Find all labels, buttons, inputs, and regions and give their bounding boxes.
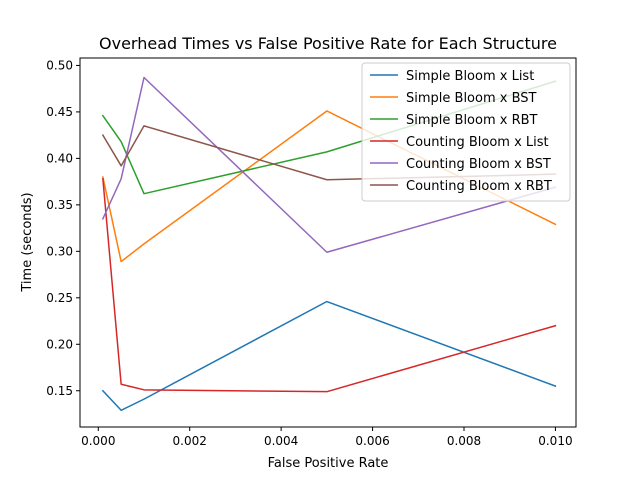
legend-entry: Counting Bloom x RBT [406, 179, 552, 194]
y-tick-label: 0.25 [46, 291, 73, 305]
x-tick-label: 0.008 [447, 434, 481, 448]
legend-entry: Simple Bloom x BST [406, 91, 537, 106]
y-tick-label: 0.35 [46, 198, 73, 212]
legend-box [361, 62, 571, 202]
x-axis: 0.000 0.002 0.004 0.006 0.008 0.010 [81, 427, 573, 448]
series-line-counting-bloom-x-list [102, 178, 557, 393]
x-tick-label: 0.004 [264, 434, 298, 448]
legend-entry: Counting Bloom x BST [406, 157, 551, 172]
x-tick-label: 0.010 [538, 434, 572, 448]
chart-title: Overhead Times vs False Positive Rate fo… [99, 34, 557, 53]
series-line-simple-bloom-x-list [101, 300, 557, 412]
plot-area [79, 57, 577, 428]
x-tick-label: 0.006 [355, 434, 389, 448]
series-line-counting-bloom-x-bst [101, 76, 557, 254]
y-tick-label: 0.50 [46, 58, 73, 72]
y-tick-label: 0.20 [46, 337, 73, 351]
y-tick-label: 0.45 [46, 105, 73, 119]
y-tick-label: 0.15 [46, 384, 73, 398]
legend-entry: Counting Bloom x List [406, 135, 549, 150]
y-axis: 0.15 0.20 0.25 0.30 0.35 0.40 0.45 0.50 [46, 58, 80, 398]
legend-entry: Simple Bloom x RBT [406, 113, 538, 128]
legend-entry: Simple Bloom x List [406, 69, 534, 84]
x-axis-label: False Positive Rate [268, 456, 389, 471]
legend: Simple Bloom x List Simple Bloom x BST Sim… [361, 62, 571, 202]
y-tick-label: 0.30 [46, 244, 73, 258]
y-tick-label: 0.40 [46, 151, 73, 165]
x-tick-label: 0.000 [81, 434, 115, 448]
x-tick-label: 0.002 [173, 434, 207, 448]
y-axis-label: Time (seconds) [20, 192, 35, 292]
axes-frame [79, 57, 577, 428]
